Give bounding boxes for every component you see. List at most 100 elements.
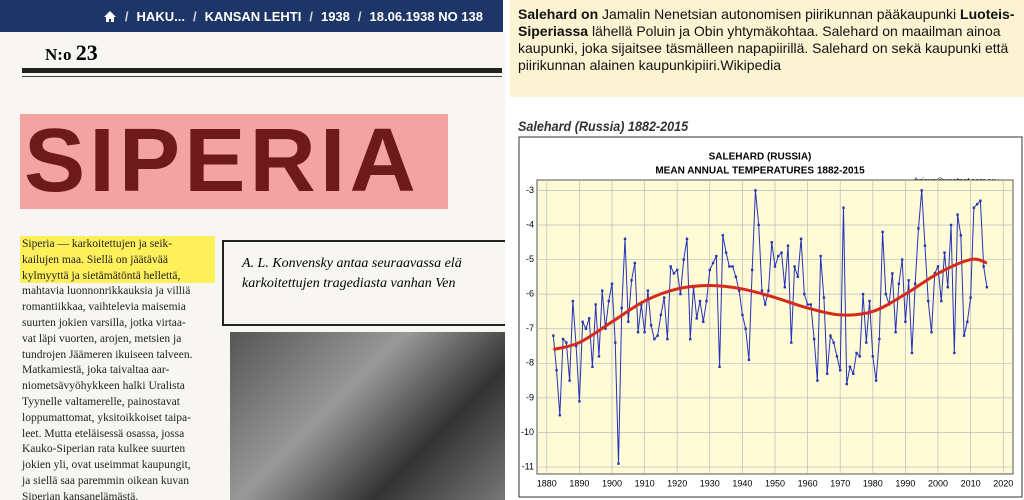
data-point xyxy=(702,320,705,324)
x-tick-label: 2020 xyxy=(993,478,1013,488)
data-point xyxy=(881,230,884,234)
text: lähellä Poluin ja Obin yhtymäkohtaa. Sal… xyxy=(518,23,1009,73)
data-point xyxy=(878,337,881,341)
data-point xyxy=(682,258,685,261)
y-tick-label: -11 xyxy=(522,461,534,471)
bold-text: Luoteis-Siperiassa xyxy=(518,6,1015,39)
data-point xyxy=(822,296,826,299)
article-line: kailujen maa. Siellä on jäätävää xyxy=(22,253,168,266)
data-point xyxy=(959,234,963,237)
data-point xyxy=(764,303,767,306)
y-tick-label: -8 xyxy=(526,358,534,368)
x-tick-label: 1950 xyxy=(765,478,785,488)
article-line: ja siellä saa paremmin oikean kuvan xyxy=(22,474,190,487)
separator: / xyxy=(192,8,197,24)
data-point xyxy=(897,282,901,285)
data-point xyxy=(809,303,813,306)
breadcrumb-item[interactable]: KANSAN LEHTI xyxy=(204,8,302,24)
data-point xyxy=(806,303,809,306)
article-line: Tyynelle valtamerelle, painostavat xyxy=(22,395,180,408)
data-point xyxy=(630,279,633,282)
data-point xyxy=(979,199,982,202)
data-point xyxy=(770,241,773,244)
rule xyxy=(22,76,502,77)
bold-text: Salehard on xyxy=(518,6,599,22)
breadcrumb-bar: / HAKU... / KANSAN LEHTI / 1938 / 18.06.1938 NO… xyxy=(0,0,503,32)
y-tick-label: -7 xyxy=(526,323,534,333)
newspaper-scan: N:o 23 SIPERIA Siperia — karkoitettujen … xyxy=(0,32,505,500)
data-point xyxy=(855,351,858,355)
data-point xyxy=(962,334,966,337)
data-point xyxy=(839,369,842,372)
data-point xyxy=(685,237,689,240)
x-tick-label: 1880 xyxy=(537,478,557,488)
data-point xyxy=(610,282,614,285)
x-tick-label: 1980 xyxy=(863,478,883,488)
data-point xyxy=(669,265,672,268)
photo xyxy=(230,332,505,500)
data-point xyxy=(852,372,855,375)
data-point xyxy=(705,299,708,303)
data-point xyxy=(777,254,780,258)
data-point xyxy=(786,244,790,247)
data-point xyxy=(662,296,666,299)
data-point xyxy=(643,330,646,334)
data-point xyxy=(835,355,839,358)
data-point xyxy=(943,251,946,254)
article-line: leet. Mutta eteläisessä osassa, jossa xyxy=(22,427,185,440)
y-tick-label: -4 xyxy=(526,219,534,229)
x-tick-label: 1910 xyxy=(635,478,655,488)
data-point xyxy=(871,355,875,358)
x-tick-label: 1930 xyxy=(700,478,720,488)
data-point xyxy=(747,358,751,362)
data-point xyxy=(597,355,601,358)
article-line: Siperia — karkoitettujen ja seik- xyxy=(22,238,173,250)
article-line: suurten jokien varsilla, jotka virtaa- xyxy=(22,316,186,329)
home-icon[interactable] xyxy=(103,10,117,23)
article-line: mahtavia luonnonrikkauksia ja villiä xyxy=(22,285,191,298)
data-point xyxy=(591,365,594,368)
breadcrumb-item[interactable]: 1938 xyxy=(320,8,350,24)
data-point xyxy=(617,462,620,465)
data-point xyxy=(891,272,894,275)
intro-box: A. L. Konvensky antaa seuraavassa elä kar… xyxy=(222,240,505,326)
x-tick-label: 2010 xyxy=(961,478,981,488)
intro-line: A. L. Konvensky antaa seuraavassa elä xyxy=(242,256,462,271)
data-point xyxy=(865,341,868,344)
data-point xyxy=(731,265,734,268)
data-point xyxy=(555,369,558,372)
data-point xyxy=(633,261,637,265)
data-point xyxy=(715,254,718,258)
data-point xyxy=(656,334,659,337)
data-point xyxy=(578,400,581,403)
breadcrumb-item[interactable]: HAKU... xyxy=(136,8,185,24)
y-tick-label: -10 xyxy=(521,427,534,437)
data-point xyxy=(884,292,888,296)
highlight xyxy=(20,114,448,209)
chart-title: SALEHARD (RUSSIA) xyxy=(709,152,812,163)
data-point xyxy=(773,265,777,268)
data-point xyxy=(832,341,835,344)
data-point xyxy=(940,299,943,303)
data-point xyxy=(646,289,650,292)
data-point xyxy=(796,275,800,279)
data-point xyxy=(972,206,976,209)
data-point xyxy=(969,296,972,299)
chart-caption: Salehard (Russia) 1882-2015 xyxy=(518,118,689,134)
data-point xyxy=(780,251,783,254)
data-point xyxy=(679,292,682,296)
data-point xyxy=(913,282,917,285)
article-line: kylmyyttä ja sietämätöntä hellettä, xyxy=(22,269,181,282)
issue-label: N:o 23 xyxy=(45,40,98,66)
article-line: loppumattomat, yksitoikkoiset taipa- xyxy=(22,411,191,424)
data-point xyxy=(790,341,793,344)
data-point xyxy=(623,237,627,240)
data-point xyxy=(812,337,816,341)
data-point xyxy=(956,213,959,216)
data-point xyxy=(607,299,610,303)
data-point xyxy=(695,317,698,320)
data-point xyxy=(565,341,568,344)
data-point xyxy=(604,327,607,330)
data-point xyxy=(982,265,985,268)
data-point xyxy=(793,265,796,268)
